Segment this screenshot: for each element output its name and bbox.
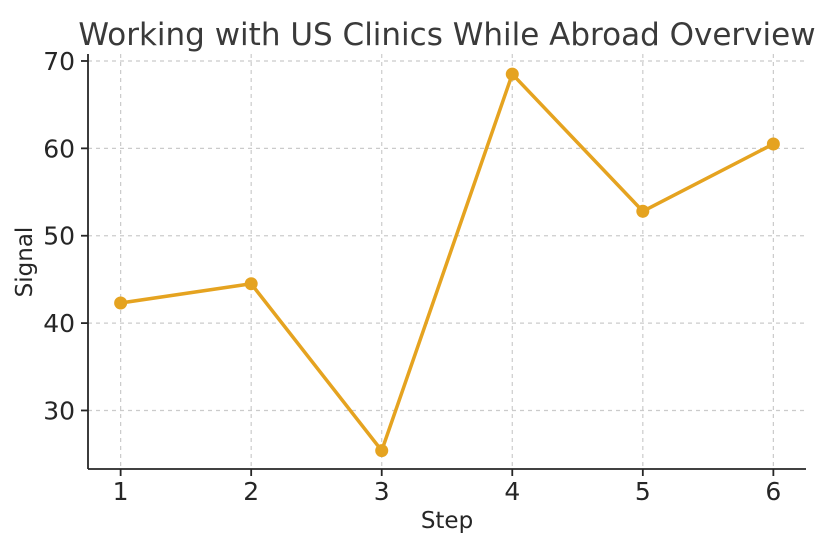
- x-tick-label: 4: [504, 477, 520, 506]
- data-point: [375, 444, 389, 458]
- y-ticks: 30 40 50 60 70: [43, 47, 88, 425]
- y-tick-label: 30: [43, 396, 75, 425]
- data-point: [505, 67, 519, 81]
- data-point: [766, 137, 780, 151]
- series-line-signal: [118, 72, 776, 453]
- gridlines: [88, 54, 806, 469]
- x-tick-label: 6: [765, 477, 781, 506]
- x-ticks: 1 2 3 4 5 6: [113, 469, 781, 506]
- axes: [87, 54, 806, 470]
- x-tick-label: 1: [113, 477, 129, 506]
- y-tick-label: 60: [43, 134, 75, 163]
- y-tick-label: 50: [43, 222, 75, 251]
- chart-title: Working with US Clinics While Abroad Ove…: [78, 17, 815, 53]
- x-tick-label: 3: [374, 477, 390, 506]
- data-point: [636, 204, 650, 218]
- y-axis-label: Signal: [12, 227, 38, 298]
- series: [114, 67, 780, 458]
- x-axis-label: Step: [421, 508, 473, 534]
- x-tick-label: 5: [635, 477, 651, 506]
- y-tick-label: 70: [43, 47, 75, 76]
- data-point: [114, 296, 128, 310]
- y-tick-label: 40: [43, 309, 75, 338]
- data-point: [244, 277, 258, 291]
- x-tick-label: 2: [243, 477, 259, 506]
